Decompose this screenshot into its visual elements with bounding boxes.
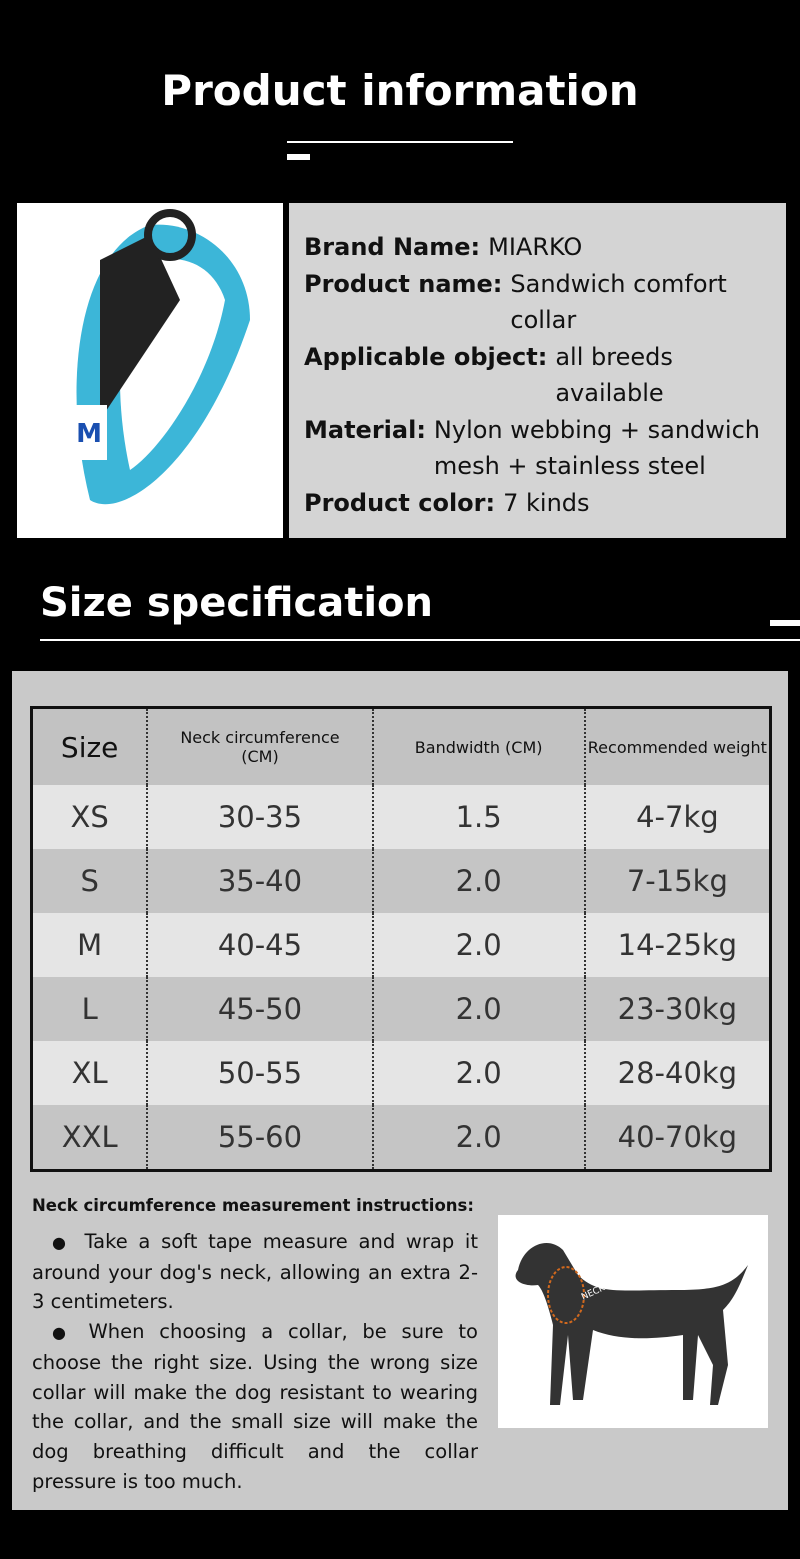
info-value: all breeds available xyxy=(555,342,673,408)
table-cell: 2.0 xyxy=(371,849,585,913)
table-cell: 2.0 xyxy=(371,1105,585,1171)
table-cell: 40-70kg xyxy=(583,1105,771,1171)
table-cell: 2.0 xyxy=(371,913,585,977)
info-item: Product name: Sandwich comfort collar xyxy=(304,266,772,339)
table-row: S 35-40 2.0 7-15kg xyxy=(31,849,771,913)
table-row: XXL 55-60 2.0 40-70kg xyxy=(31,1105,771,1171)
section-title: Size specification xyxy=(40,580,433,626)
table-row: M 40-45 2.0 14-25kg xyxy=(31,913,771,977)
table-cell: 1.5 xyxy=(371,785,585,849)
table-cell: 55-60 xyxy=(146,1105,373,1171)
info-label: Product color: xyxy=(304,488,496,517)
table-cell: S xyxy=(31,849,148,913)
header-row: Size Neck circumference (CM) Bandwidth (CM… xyxy=(31,707,771,785)
info-item: Applicable object: all breeds available xyxy=(304,339,772,412)
table-cell: M xyxy=(31,913,148,977)
table-cell: 45-50 xyxy=(146,977,373,1041)
table-cell: 23-30kg xyxy=(583,977,771,1041)
header-cell: Recommended weight xyxy=(583,707,771,785)
info-box: Brand Name: MIARKO Product name: Sandwich c… xyxy=(289,203,786,538)
table-cell: 28-40kg xyxy=(583,1041,771,1105)
table-cell: 4-7kg xyxy=(583,785,771,849)
table-row: XL 50-55 2.0 28-40kg xyxy=(31,1041,771,1105)
table-cell: XXL xyxy=(31,1105,148,1171)
instructions-title: Neck circumference measurement instructi… xyxy=(32,1196,474,1215)
page-title: Product information xyxy=(161,66,639,115)
table-cell: 30-35 xyxy=(146,785,373,849)
info-item: Material: Nylon webbing + sandwich mesh +… xyxy=(304,412,772,485)
info-label: Material: xyxy=(304,415,426,444)
header-cell: Bandwidth (CM) xyxy=(371,707,585,785)
table-cell: 14-25kg xyxy=(583,913,771,977)
info-label: Brand Name: xyxy=(304,233,481,261)
instruction-paragraph: Take a soft tape measure and wrap it aro… xyxy=(32,1227,478,1317)
info-value: Sandwich comfort collar xyxy=(510,269,727,335)
dog-image: NECK xyxy=(498,1215,768,1428)
header-cell: Size xyxy=(31,707,148,785)
table-cell: XL xyxy=(31,1041,148,1105)
instruction-paragraph: When choosing a collar, be sure to choos… xyxy=(32,1317,478,1496)
table-row: L 45-50 2.0 23-30kg xyxy=(31,977,771,1041)
info-item: Brand Name: MIARKO xyxy=(304,229,772,266)
info-label: Product name: xyxy=(304,269,503,298)
info-value: Nylon webbing + sandwich mesh + stainles… xyxy=(433,415,760,481)
table-cell: L xyxy=(31,977,148,1041)
table-cell: 50-55 xyxy=(146,1041,373,1105)
table-cell: 2.0 xyxy=(371,1041,585,1105)
info-value: MIARKO xyxy=(488,233,583,261)
table-cell: 40-45 xyxy=(146,913,373,977)
table-cell: XS xyxy=(31,785,148,849)
size-table: Size Neck circumference (CM) Bandwidth (CM… xyxy=(30,706,772,1172)
table-cell: 2.0 xyxy=(371,977,585,1041)
header-cell: Neck circumference (CM) xyxy=(146,707,373,785)
collar-image: M xyxy=(72,209,250,505)
table-row: XS 30-35 1.5 4-7kg xyxy=(31,785,771,849)
svg-text:M: M xyxy=(76,419,102,449)
instructions: Neck circumference measurement instructi… xyxy=(32,1196,478,1496)
info-value: 7 kinds xyxy=(503,488,590,517)
table-cell: 7-15kg xyxy=(583,849,771,913)
info-item: Product color: 7 kinds xyxy=(304,485,772,522)
decor: M xyxy=(17,141,800,641)
table-cell: 35-40 xyxy=(146,849,373,913)
info-label: Applicable object: xyxy=(304,342,548,371)
